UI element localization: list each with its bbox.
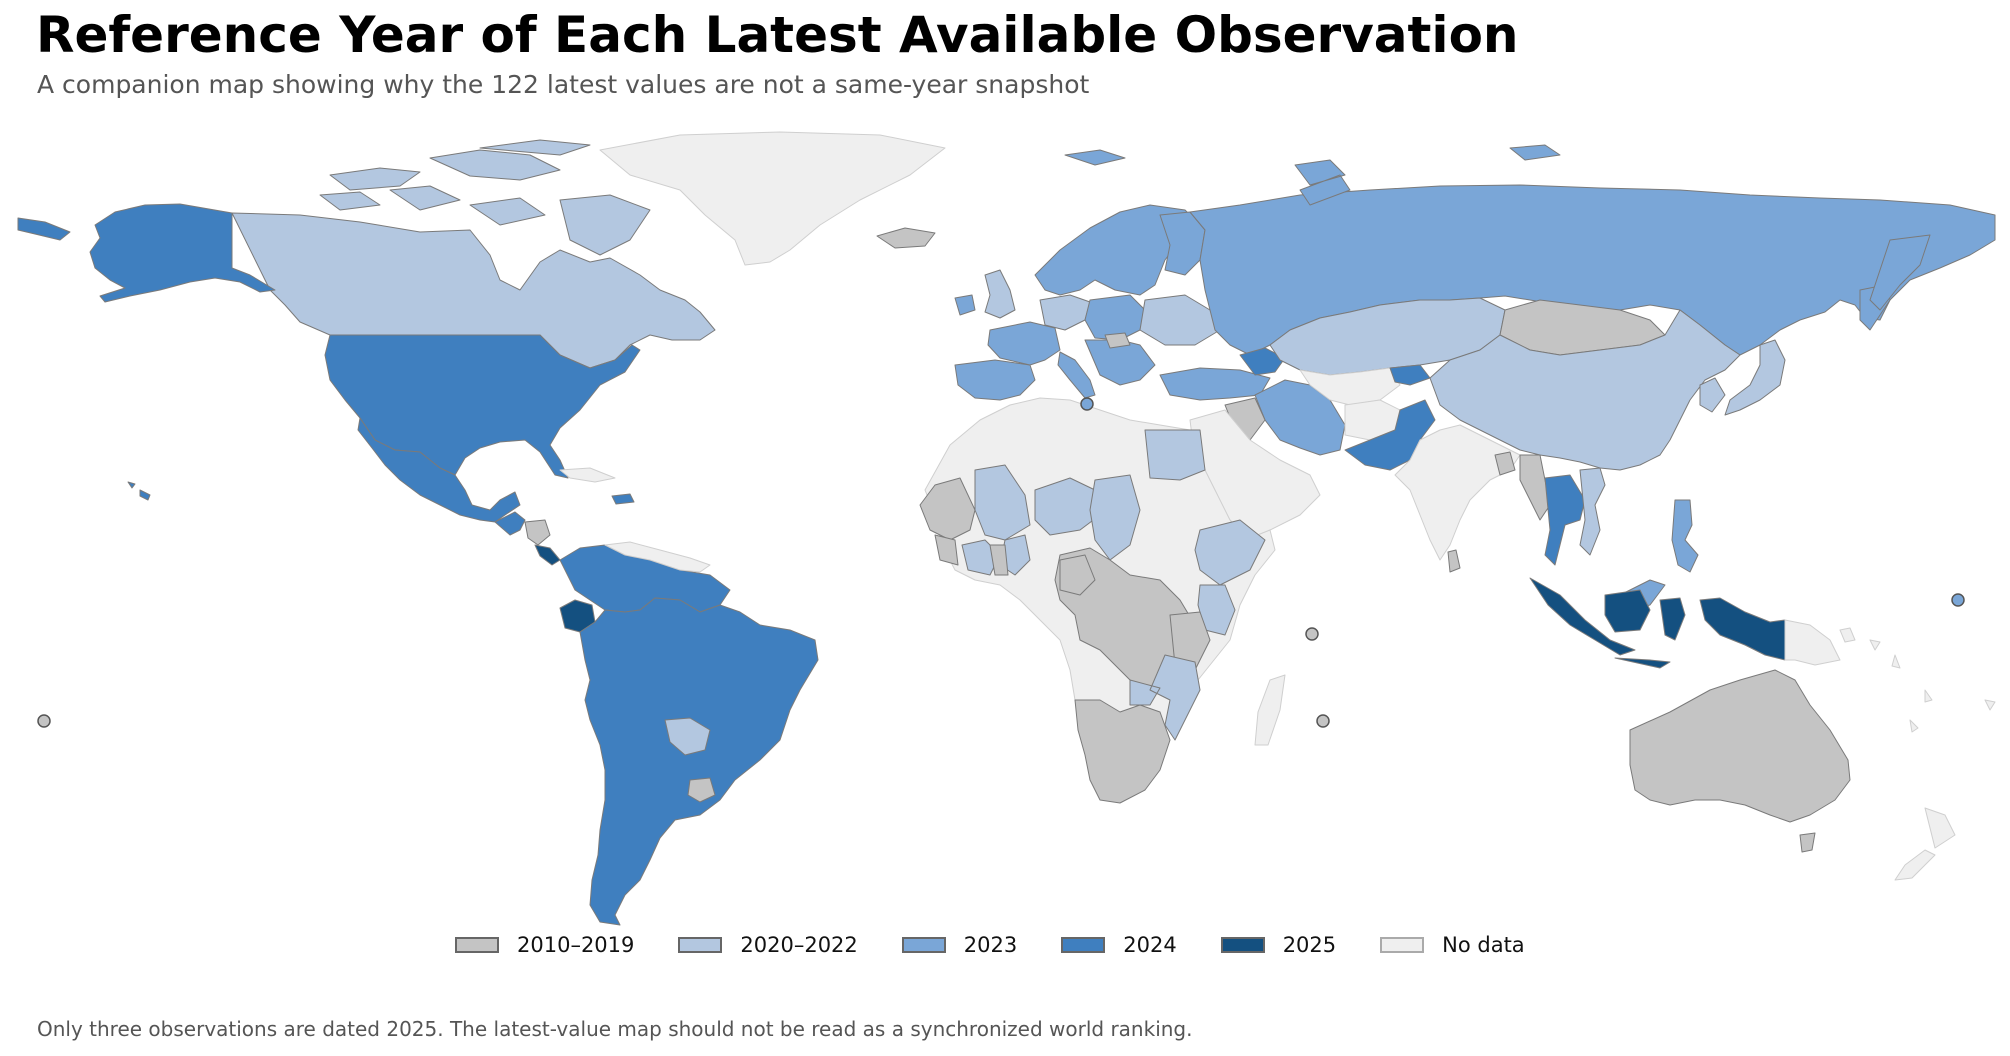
region-cameroon-grey bbox=[1059, 554, 1096, 596]
region-india bbox=[1394, 424, 1521, 561]
region-madagascar bbox=[1254, 674, 1286, 746]
region-egypt-light bbox=[1144, 429, 1206, 481]
region-philippines bbox=[1671, 499, 1699, 573]
region-fiji-dot bbox=[1951, 593, 1965, 607]
region-bangladesh-grey bbox=[1494, 451, 1516, 476]
legend-swatch bbox=[678, 937, 723, 953]
region-balkans-grey bbox=[1104, 332, 1131, 349]
region-papua bbox=[1784, 619, 1841, 666]
region-mauritius-dot bbox=[1316, 714, 1330, 728]
legend-swatch bbox=[455, 937, 499, 953]
region-central-europe bbox=[1039, 294, 1091, 331]
region-guinea-coast-grey bbox=[934, 534, 1009, 576]
region-greenland bbox=[599, 131, 946, 266]
region-chad-light bbox=[1089, 474, 1141, 561]
legend-swatch bbox=[901, 937, 946, 953]
region-central-asia-nodata bbox=[1299, 367, 1401, 406]
region-thailand bbox=[1544, 474, 1586, 566]
region-china bbox=[1429, 309, 1741, 471]
map-footnote: Only three observations are dated 2025. … bbox=[37, 1017, 1193, 1041]
region-ethiopia-light bbox=[1194, 519, 1266, 586]
legend-item-no-data: No data bbox=[1380, 933, 1525, 957]
legend-swatch bbox=[1220, 937, 1265, 953]
legend-label: 2023 bbox=[963, 933, 1018, 957]
legend-label: No data bbox=[1442, 933, 1525, 957]
map-subtitle: A companion map showing why the 122 late… bbox=[37, 70, 1090, 99]
region-seychelles-dot bbox=[1305, 627, 1319, 641]
legend-swatch bbox=[1380, 937, 1425, 953]
region-korea bbox=[1699, 377, 1726, 413]
region-hawaii bbox=[127, 481, 151, 501]
region-sri-lanka bbox=[1447, 549, 1461, 573]
region-kyrgyzstan bbox=[1389, 364, 1431, 386]
legend-label: 2024 bbox=[1123, 933, 1177, 957]
region-west-africa-grey bbox=[919, 477, 976, 541]
region-japan bbox=[1724, 339, 1786, 416]
region-caucasus bbox=[1239, 347, 1286, 376]
region-pakistan bbox=[1344, 399, 1436, 471]
region-iberia bbox=[954, 359, 1036, 401]
region-aleutians bbox=[17, 217, 71, 241]
region-russia-islands bbox=[1064, 144, 1891, 331]
region-tasmania bbox=[1799, 832, 1816, 853]
region-niger-light bbox=[1034, 477, 1101, 536]
region-france-italy bbox=[987, 321, 1096, 399]
region-canada-islands bbox=[319, 139, 651, 256]
region-central-america bbox=[494, 511, 526, 536]
map-title: Reference Year of Each Latest Available … bbox=[36, 6, 1519, 64]
world-map bbox=[17, 131, 1996, 926]
region-indonesia bbox=[1529, 577, 1786, 669]
region-venezuela-top bbox=[604, 541, 711, 573]
region-uk bbox=[984, 269, 1016, 319]
region-dominican bbox=[611, 493, 635, 505]
region-alaska bbox=[89, 203, 276, 303]
legend-label: 2020–2022 bbox=[740, 933, 858, 957]
region-new-zealand bbox=[1894, 807, 1956, 881]
region-mexico bbox=[357, 417, 521, 523]
region-poland-region bbox=[1084, 294, 1146, 341]
region-kenya-light bbox=[1197, 584, 1236, 636]
legend-label: 2025 bbox=[1282, 933, 1337, 957]
region-iran bbox=[1254, 379, 1346, 456]
legend-item-2020-2022: 2020–2022 bbox=[678, 933, 858, 957]
legend-item-2024: 2024 bbox=[1061, 933, 1177, 957]
map-legend: 2010–2019 2020–2022 2023 2024 2025 No da… bbox=[455, 930, 1569, 960]
region-uruguay bbox=[687, 777, 716, 803]
legend-item-2023: 2023 bbox=[901, 933, 1018, 957]
region-east-africa-light bbox=[1129, 654, 1201, 741]
region-south-america bbox=[579, 597, 819, 926]
region-kamchatka bbox=[1869, 234, 1931, 311]
region-myanmar bbox=[1519, 454, 1551, 521]
region-central-america-grey bbox=[524, 519, 551, 546]
region-scandinavia bbox=[1034, 204, 1201, 296]
region-southern-africa-grey bbox=[1074, 699, 1171, 804]
region-vietnam bbox=[1579, 467, 1606, 556]
legend-label: 2010–2019 bbox=[517, 933, 635, 957]
region-east-europe-light bbox=[1139, 294, 1221, 346]
region-samoa-dot bbox=[37, 714, 51, 728]
region-paraguay bbox=[664, 717, 711, 756]
region-mali-light bbox=[974, 464, 1031, 541]
region-iceland bbox=[876, 227, 936, 249]
region-cuba bbox=[559, 467, 616, 483]
region-costa-rica bbox=[534, 544, 561, 566]
region-pacific-islands bbox=[1839, 627, 1996, 733]
legend-item-2025: 2025 bbox=[1220, 933, 1337, 957]
region-australia bbox=[1629, 669, 1851, 823]
region-malta-dot bbox=[1080, 397, 1094, 411]
legend-item-2010-2019: 2010–2019 bbox=[455, 933, 634, 957]
legend-swatch bbox=[1061, 937, 1106, 953]
region-ireland bbox=[954, 294, 976, 316]
